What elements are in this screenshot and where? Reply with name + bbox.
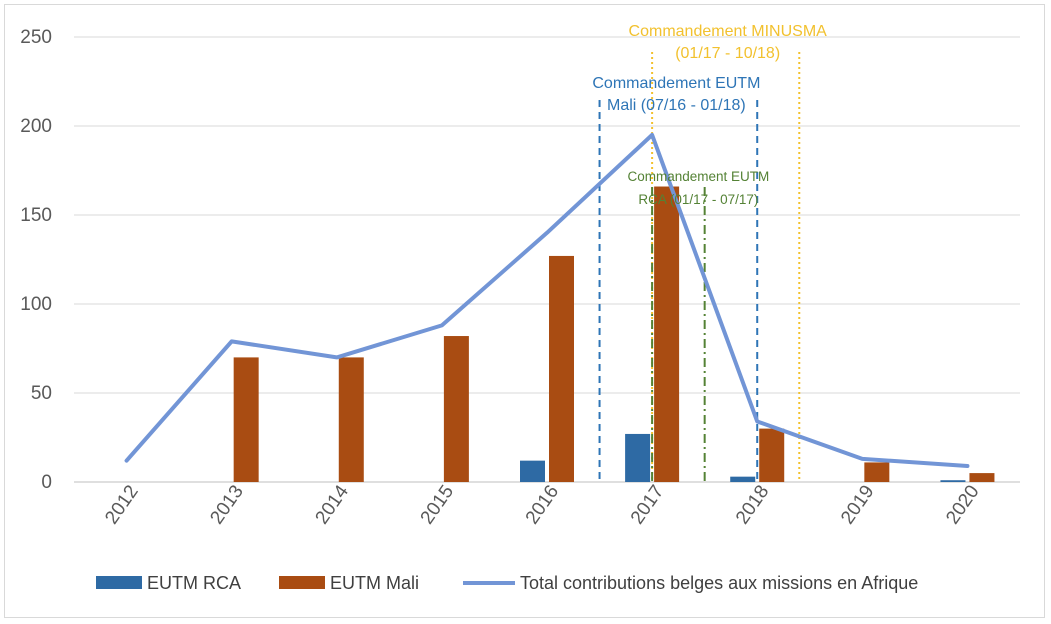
y-tick-label: 250 (20, 27, 52, 48)
bar-eutm-rca-2020 (940, 480, 966, 482)
x-tick-label: 2014 (312, 481, 354, 528)
y-tick-label: 200 (20, 116, 52, 137)
legend-label: Total contributions belges aux missions … (520, 573, 918, 593)
x-axis-ticks: 2012 2013 2014 2015 2016 2017 2018 2019 2020 (101, 481, 983, 528)
chart-frame (4, 4, 1045, 618)
annotation-label: Mali (07/16 - 01/18) (607, 97, 746, 114)
annotation-label: (01/17 - 10/18) (675, 45, 780, 62)
annotation-label: Commandement EUTM (592, 75, 760, 92)
x-tick-label: 2020 (942, 482, 983, 529)
bar-eutm-mali-2017 (654, 186, 680, 482)
bar-eutm-rca-2018 (730, 476, 756, 482)
y-tick-label: 150 (20, 205, 52, 226)
bar-eutm-mali-2014 (338, 357, 364, 482)
x-tick-label: 2013 (206, 482, 247, 529)
annotation-label: Commandement MINUSMA (629, 23, 828, 40)
bar-eutm-rca-2017 (625, 433, 651, 482)
bar-eutm-mali-2013 (233, 357, 259, 482)
bars (233, 186, 995, 482)
legend-swatch (96, 576, 142, 589)
x-tick-label: 2012 (101, 482, 142, 529)
x-tick-label: 2015 (417, 482, 458, 529)
x-tick-label: 2017 (627, 482, 668, 529)
gridlines (74, 36, 1020, 483)
annotation-label: Commandement EUTM (627, 169, 769, 184)
legend-label: EUTM Mali (330, 573, 419, 593)
annotations: Commandement MINUSMA (01/17 - 10/18) Comma… (592, 23, 827, 207)
bar-eutm-mali-2020 (969, 473, 995, 482)
legend-label: EUTM RCA (147, 573, 241, 593)
x-tick-label: 2019 (837, 482, 878, 529)
y-tick-label: 50 (31, 383, 52, 404)
annotation-label: RCA (01/17 - 07/17) (638, 192, 758, 207)
bar-eutm-mali-2016 (549, 255, 574, 482)
total-line (124, 132, 970, 468)
y-tick-label: 0 (41, 472, 52, 493)
bar-eutm-rca-2016 (520, 460, 545, 482)
y-axis-ticks: 0 50 100 150 200 250 (20, 27, 52, 493)
legend-swatch (279, 576, 325, 589)
line-total-contributions (124, 132, 970, 468)
legend: EUTM RCA EUTM Mali Total contributions bel… (96, 573, 918, 593)
x-tick-label: 2018 (732, 482, 773, 529)
y-tick-label: 100 (20, 294, 52, 315)
bar-eutm-mali-2015 (443, 336, 469, 482)
bar-eutm-mali-2019 (864, 462, 890, 482)
x-tick-label: 2016 (522, 482, 563, 529)
bar-eutm-mali-2018 (759, 428, 785, 482)
